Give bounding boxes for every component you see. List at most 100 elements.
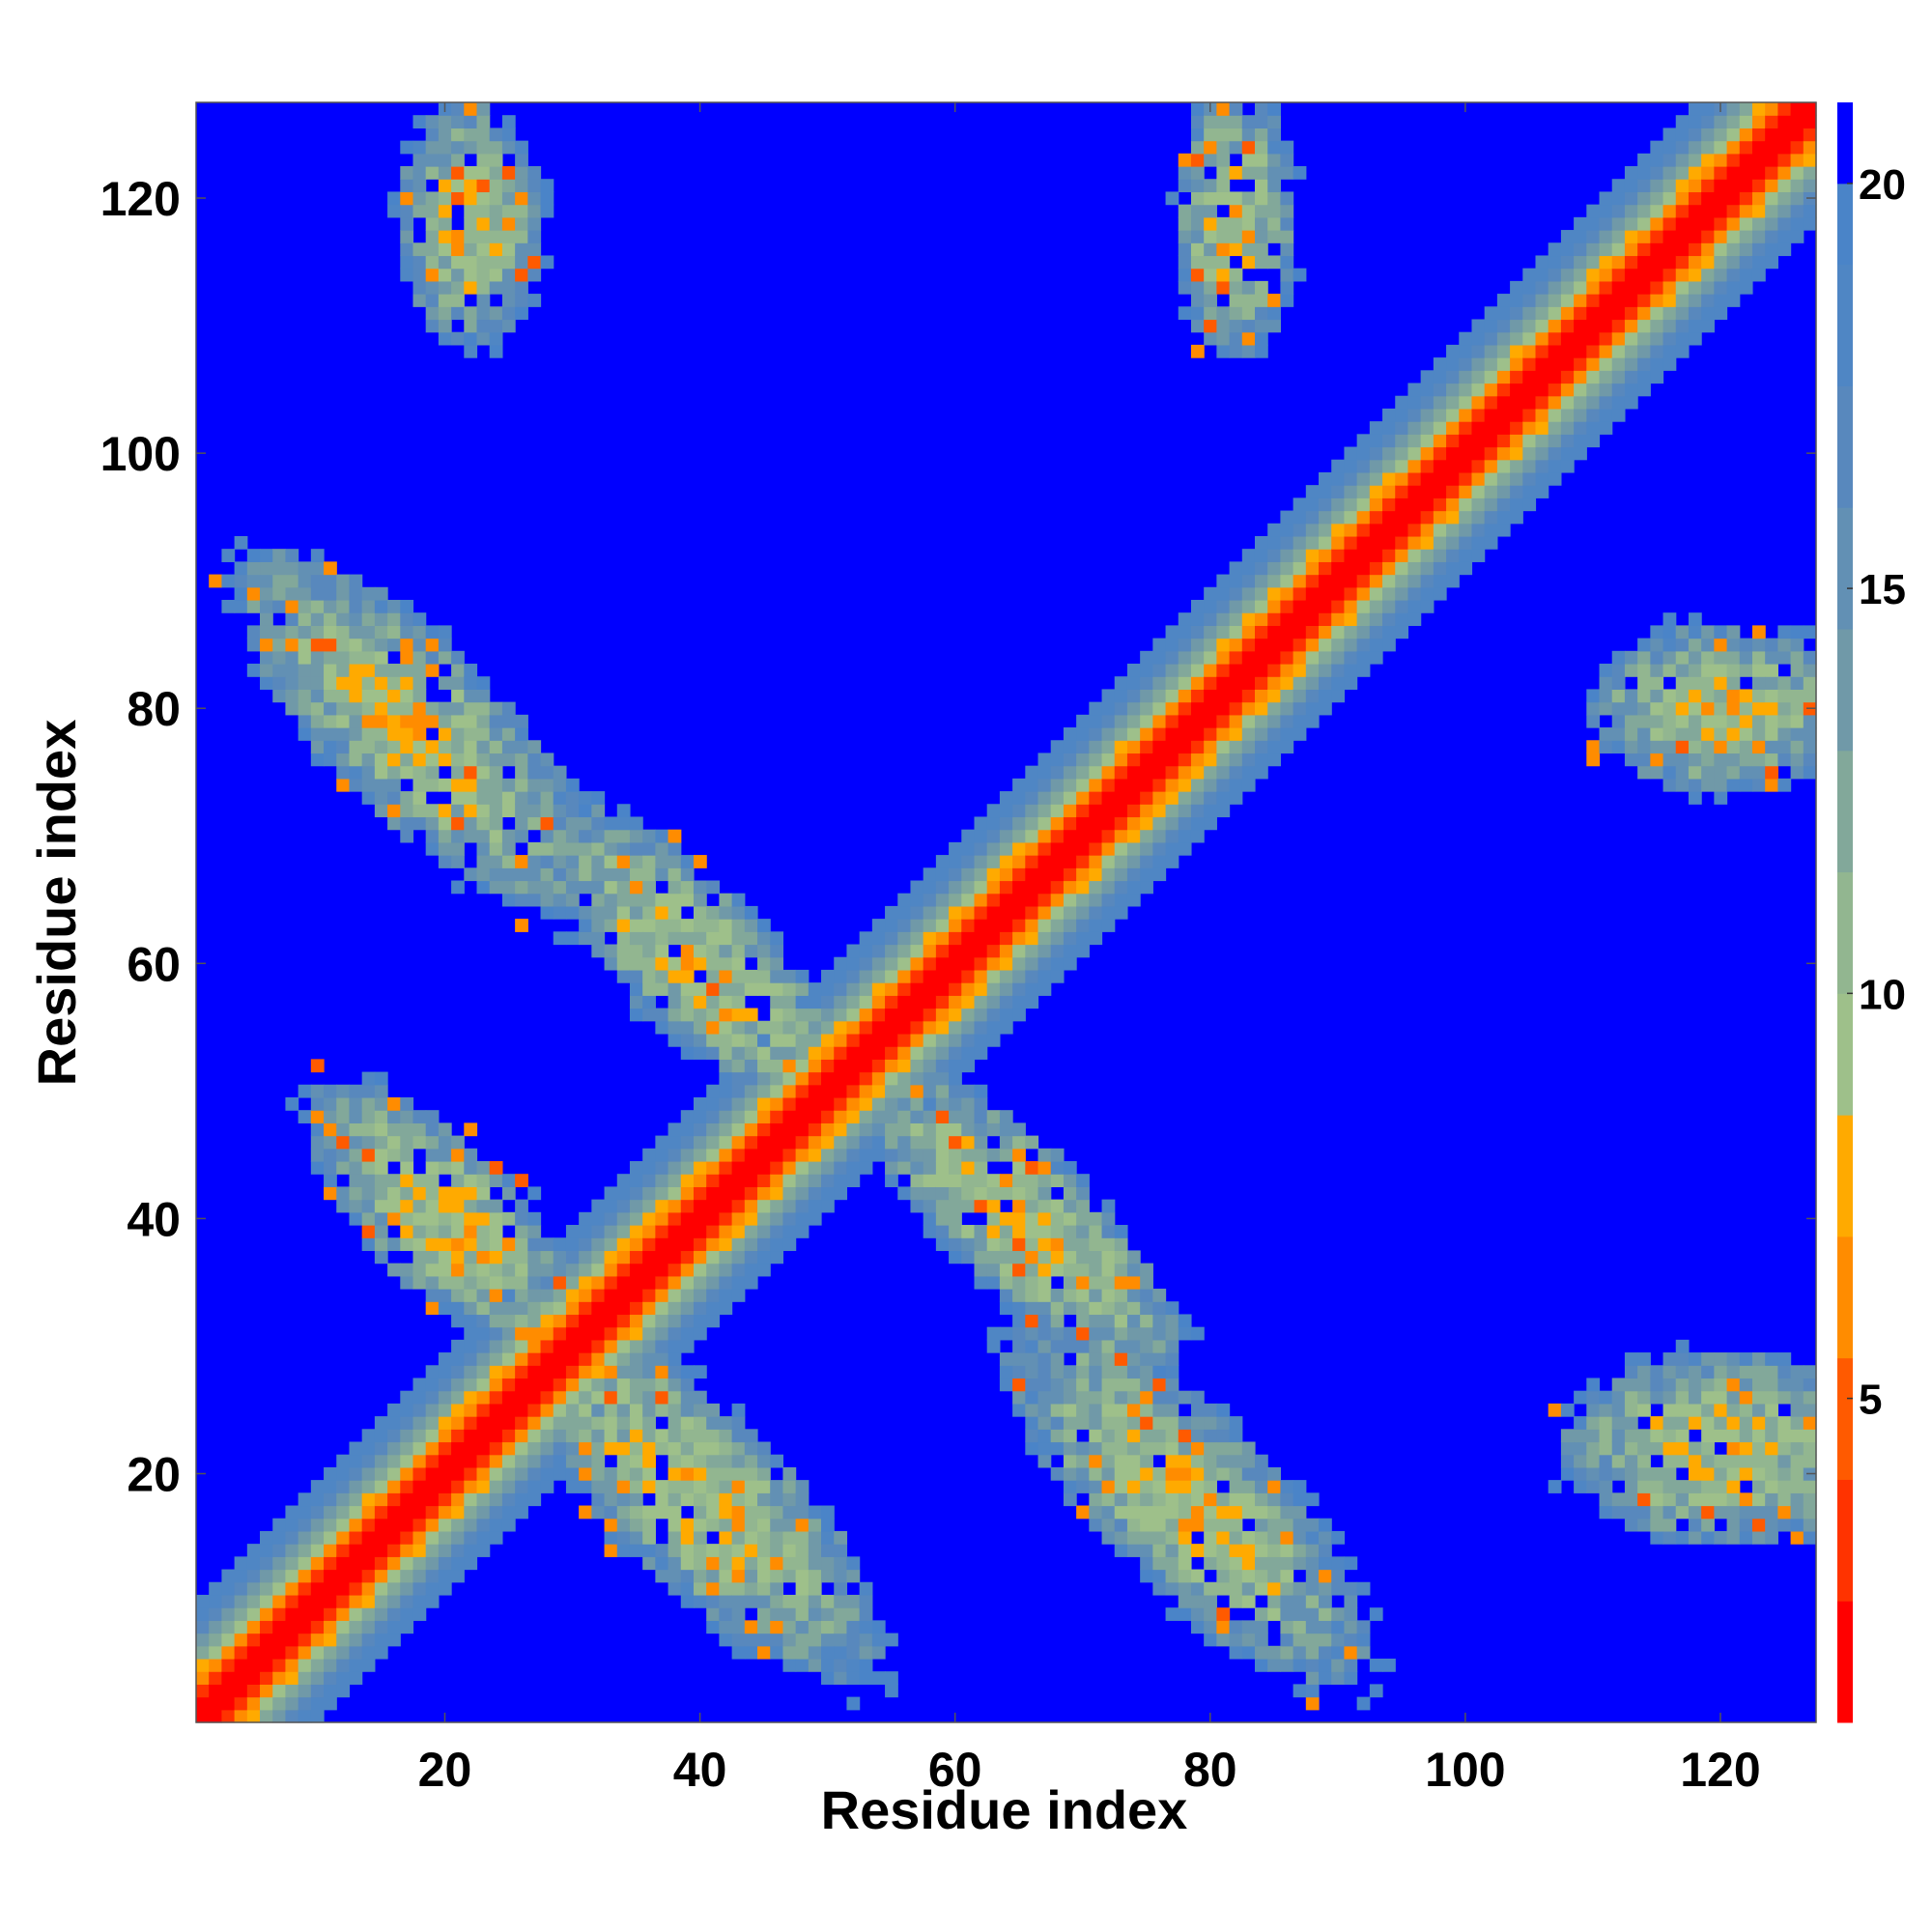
heatmap-cell [246,664,261,677]
heatmap-cell [986,880,1001,895]
heatmap-cell [1624,230,1638,243]
heatmap-cell [1611,1416,1626,1430]
heatmap-cell [1204,791,1217,805]
heatmap-cell [1726,166,1741,180]
heatmap-cell [655,905,669,920]
heatmap-cell [1190,638,1205,652]
heatmap-cell [1650,331,1664,346]
heatmap-cell [540,1454,554,1468]
heatmap-cell [527,804,542,818]
heatmap-cell [501,1186,516,1201]
heatmap-cell [859,1084,873,1098]
heatmap-cell [1114,905,1128,920]
heatmap-cell [1305,701,1320,716]
heatmap-cell [1496,446,1511,461]
heatmap-cell [986,829,1001,843]
heatmap-cell [1637,344,1651,358]
heatmap-cell [795,1518,810,1532]
heatmap-cell [961,944,976,958]
heatmap-cell [744,1084,758,1098]
heatmap-cell [731,1174,746,1187]
heatmap-cell [1522,383,1537,397]
heatmap-cell [1331,676,1346,691]
heatmap-cell [1114,1518,1128,1532]
heatmap-cell [961,841,976,856]
heatmap-cell [374,714,388,728]
heatmap-cell [1407,408,1422,422]
heatmap-cell [1599,1390,1613,1405]
heatmap-cell [324,727,337,741]
heatmap-cell [1025,791,1039,805]
heatmap-cell [1331,459,1346,473]
heatmap-cell [1063,804,1077,818]
heatmap-cell [1178,255,1192,270]
heatmap-cell [400,1505,414,1520]
heatmap-cell [464,191,478,206]
heatmap-cell [999,1122,1013,1137]
heatmap-cell [1076,1250,1090,1264]
y-tick-label: 20 [127,1448,181,1502]
heatmap-cell [349,1441,363,1456]
heatmap-cell [846,1110,861,1123]
heatmap-cell [1560,268,1575,282]
heatmap-cell [1293,1684,1307,1698]
heatmap-cell [1204,1492,1217,1507]
heatmap-cell [1204,599,1217,613]
heatmap-cell [782,1594,797,1608]
heatmap-cell [1751,638,1766,652]
heatmap-cell [1319,535,1332,550]
heatmap-cell [1637,153,1651,167]
heatmap-cell [808,1199,822,1213]
heatmap-cell [476,102,491,116]
heatmap-cell [1140,740,1153,754]
heatmap-cell [999,791,1013,805]
heatmap-cell [949,1046,962,1060]
heatmap-cell [604,1352,618,1366]
heatmap-cell [1637,294,1651,307]
heatmap-cell [693,1250,707,1264]
heatmap-cell [324,1518,337,1532]
heatmap-cell [1344,664,1358,677]
heatmap-cell [1037,1454,1052,1468]
heatmap-cell [476,1174,491,1187]
heatmap-cell [298,1556,312,1571]
heatmap-cell [1331,599,1346,613]
heatmap-cell [1037,804,1052,818]
heatmap-cell [935,919,950,932]
heatmap-cell [489,255,503,270]
heatmap-cell [1675,701,1690,716]
heatmap-cell [1012,995,1026,1009]
heatmap-cell [1140,1492,1153,1507]
heatmap-cell [999,919,1013,932]
heatmap-cell [489,306,503,321]
heatmap-cell [451,753,465,767]
heatmap-cell [1662,294,1677,307]
heatmap-cell [1126,1378,1141,1392]
heatmap-cell [1126,664,1141,677]
heatmap-cell [1050,905,1065,920]
heatmap-cell [986,1263,1001,1277]
heatmap-cell [1216,1556,1231,1571]
heatmap-cell [1241,753,1256,767]
heatmap-cell [1305,1544,1320,1557]
heatmap-cell [438,625,452,639]
heatmap-cell [400,740,414,754]
heatmap-cell [1267,561,1281,576]
heatmap-cell [438,816,452,831]
heatmap-cell [1216,638,1231,652]
heatmap-cell [1574,242,1587,257]
heatmap-cell [1420,523,1435,537]
heatmap-cell [1063,931,1077,946]
heatmap-cell [310,586,325,601]
heatmap-cell [642,1390,656,1405]
heatmap-cell [501,1301,516,1316]
heatmap-cell [400,791,414,805]
heatmap-cell [361,727,376,741]
heatmap-cell [591,880,606,895]
heatmap-cell [1548,1480,1562,1493]
heatmap-cell [1751,1365,1766,1379]
heatmap-cell [885,982,898,996]
heatmap-cell [731,1263,746,1277]
heatmap-cell [1216,140,1231,155]
heatmap-cell [1586,370,1601,384]
